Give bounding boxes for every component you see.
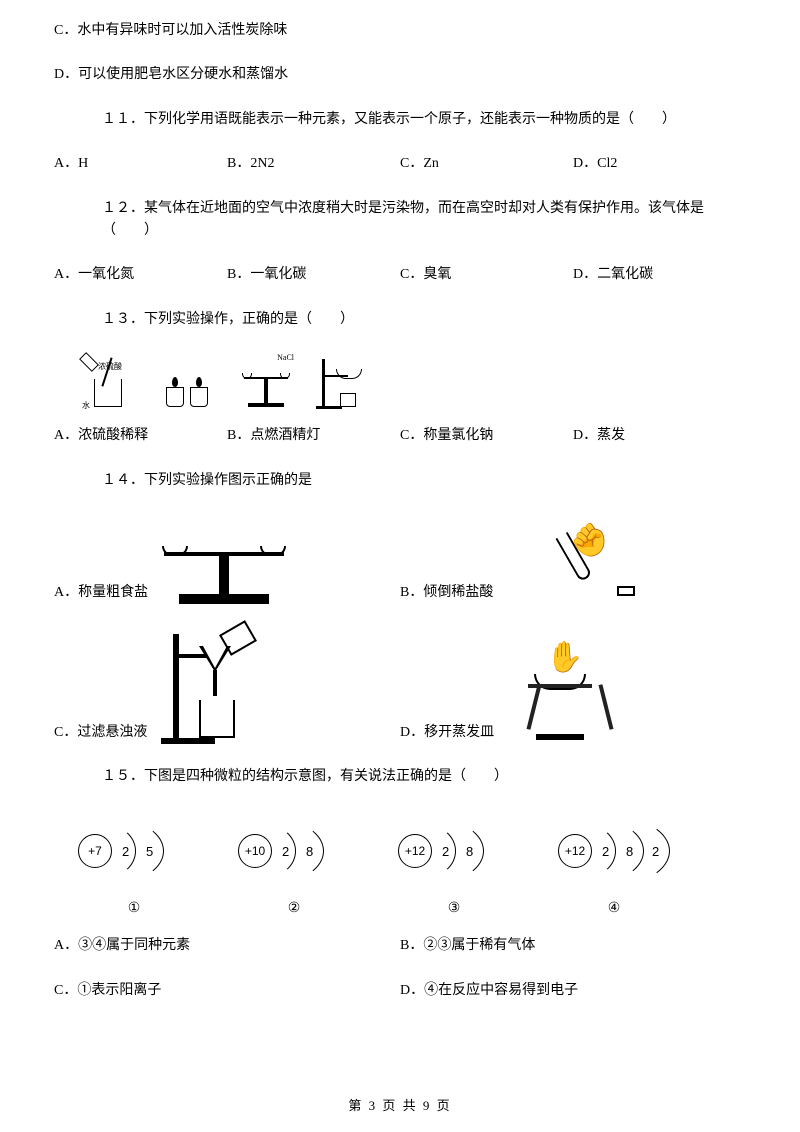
q11-options: A．H B．2N2 C．Zn D．Cl2 (54, 153, 746, 175)
q14-a: A．称量粗食盐 (54, 582, 148, 604)
q15-label-2: ② (234, 900, 354, 917)
q15-label-1: ① (74, 900, 194, 917)
q15-label-3: ③ (394, 900, 514, 917)
filter-icon (153, 624, 293, 744)
atom-1: +7 2 5 (74, 810, 194, 890)
q15-label-4: ④ (554, 900, 674, 917)
q13-diagrams: 浓硫酸 水 NaCl (82, 353, 746, 411)
q13-a: A．浓硫酸稀释 (54, 425, 227, 447)
q13-c: C．称量氯化钠 (400, 425, 573, 447)
evap-dish-icon: ✋ (500, 634, 640, 744)
q13-d: D．蒸发 (573, 425, 746, 447)
q12-c: C．臭氧 (400, 264, 573, 286)
q15-opts2: C．①表示阳离子 D．④在反应中容易得到电子 (54, 980, 746, 1002)
q13-stem: １３．下列实验操作，正确的是（ ） (54, 309, 746, 331)
q15-labels: ① ② ③ ④ (74, 900, 746, 917)
q15-atoms: +7 2 5 +10 2 8 +12 2 8 +12 2 8 2 (74, 810, 746, 890)
page-footer: 第 3 页 共 9 页 (0, 1095, 800, 1114)
q14-stem: １４．下列实验操作图示正确的是 (54, 470, 746, 492)
q12-stem: １２．某气体在近地面的空气中浓度稍大时是污染物，而在高空时却对人类有保护作用。该… (54, 198, 746, 243)
q15-a: A．③④属于同种元素 (54, 935, 400, 957)
q12-d: D．二氧化碳 (573, 264, 746, 286)
q14-b-wrap: B．倾倒稀盐酸 ✊ (400, 514, 746, 604)
opt-c: C．水中有异味时可以加入活性炭除味 (54, 20, 746, 42)
atom-4: +12 2 8 2 (554, 810, 674, 890)
q14-row1: A．称量粗食盐 B．倾倒稀盐酸 ✊ (54, 514, 746, 604)
q15-c: C．①表示阳离子 (54, 980, 400, 1002)
q14-c: C．过滤悬浊液 (54, 722, 147, 744)
q14-d: D．移开蒸发皿 (400, 722, 494, 744)
opt-d: D．可以使用肥皂水区分硬水和蒸馏水 (54, 64, 746, 86)
q15-opts1: A．③④属于同种元素 B．②③属于稀有气体 (54, 935, 746, 957)
q14-a-wrap: A．称量粗食盐 (54, 514, 400, 604)
q14-d-wrap: D．移开蒸发皿 ✋ (400, 624, 746, 744)
atom-2: +10 2 8 (234, 810, 354, 890)
q12-a: A．一氧化氮 (54, 264, 227, 286)
q13-diagram-d (316, 353, 372, 411)
q11-a: A．H (54, 153, 227, 175)
balance-scale-icon (154, 524, 294, 604)
q14-b: B．倾倒稀盐酸 (400, 582, 493, 604)
q12-options: A．一氧化氮 B．一氧化碳 C．臭氧 D．二氧化碳 (54, 264, 746, 286)
q11-b: B．2N2 (227, 153, 400, 175)
q14-c-wrap: C．过滤悬浊液 (54, 624, 400, 744)
q11-d: D．Cl2 (573, 153, 746, 175)
q11-c: C．Zn (400, 153, 573, 175)
q11-stem: １１．下列化学用语既能表示一种元素，又能表示一个原子，还能表示一种物质的是（ ） (54, 109, 746, 131)
q13-diagram-c: NaCl (238, 353, 294, 411)
q15-d: D．④在反应中容易得到电子 (400, 980, 746, 1002)
q12-b: B．一氧化碳 (227, 264, 400, 286)
q13-options: A．浓硫酸稀释 B．点燃酒精灯 C．称量氯化钠 D．蒸发 (54, 425, 746, 447)
q15-stem: １５．下图是四种微粒的结构示意图，有关说法正确的是（ ） (54, 766, 746, 788)
q13-b: B．点燃酒精灯 (227, 425, 400, 447)
pour-acid-icon: ✊ (499, 514, 639, 604)
atom-3: +12 2 8 (394, 810, 514, 890)
q14-row2: C．过滤悬浊液 D．移开蒸发皿 ✋ (54, 624, 746, 744)
q13-diagram-b (160, 353, 216, 411)
q15-b: B．②③属于稀有气体 (400, 935, 746, 957)
q13-diagram-a: 浓硫酸 水 (82, 353, 138, 411)
